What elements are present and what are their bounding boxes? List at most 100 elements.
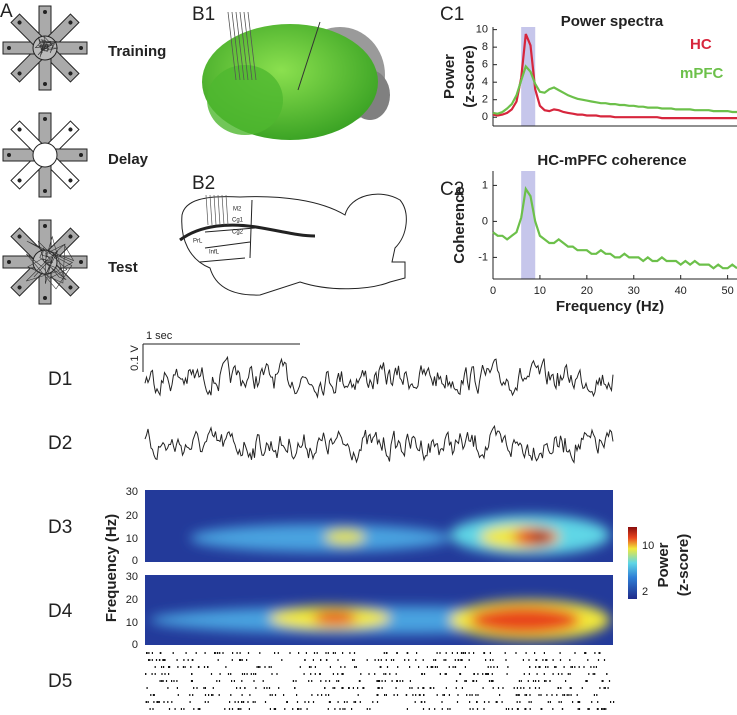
- spike: [543, 652, 545, 654]
- spike: [428, 708, 430, 710]
- spike: [204, 687, 206, 689]
- spike: [310, 666, 312, 668]
- spike: [225, 666, 227, 668]
- y-tick-label: 10: [126, 533, 138, 545]
- spike: [346, 701, 348, 703]
- spike: [259, 652, 261, 654]
- spike: [242, 701, 244, 703]
- spike: [447, 708, 449, 710]
- spike: [568, 694, 570, 696]
- y-tick-label: 0: [132, 555, 138, 567]
- spike: [352, 659, 354, 661]
- spike: [492, 659, 494, 661]
- spike: [559, 659, 562, 661]
- spike: [561, 673, 563, 675]
- spike: [269, 708, 271, 710]
- x-tick-label: 30: [628, 285, 640, 297]
- axis-label: (z-score): [461, 45, 478, 108]
- spike: [393, 659, 395, 661]
- spike: [517, 694, 519, 696]
- spike: [591, 701, 593, 703]
- food-well: [68, 178, 73, 183]
- trace: [144, 424, 614, 464]
- spike: [259, 666, 261, 668]
- spike: [563, 666, 565, 668]
- spike: [435, 659, 437, 661]
- spike: [376, 680, 378, 682]
- spike: [231, 708, 234, 710]
- spike: [502, 687, 504, 689]
- spike: [218, 694, 220, 696]
- spike: [416, 652, 418, 654]
- spike: [241, 659, 243, 661]
- spike: [169, 666, 171, 668]
- spike: [349, 652, 351, 654]
- spike: [216, 652, 218, 654]
- spike: [348, 687, 350, 689]
- spike: [253, 680, 255, 682]
- scale-label: 0.1 V: [129, 344, 141, 370]
- spike: [241, 673, 244, 675]
- spike: [530, 701, 532, 703]
- spike: [276, 673, 278, 675]
- spike: [164, 673, 166, 675]
- maze-arm: [10, 227, 45, 262]
- spike: [190, 666, 192, 668]
- spike: [529, 694, 531, 696]
- spike: [415, 694, 417, 696]
- spike: [152, 694, 154, 696]
- spike: [543, 673, 545, 675]
- spike: [546, 694, 548, 696]
- spike: [464, 666, 466, 668]
- spike: [411, 687, 413, 689]
- spike: [184, 666, 186, 668]
- spike: [434, 708, 436, 710]
- spike: [587, 708, 589, 710]
- spike: [145, 701, 147, 703]
- spike: [396, 680, 398, 682]
- spike: [277, 652, 279, 654]
- spike: [454, 666, 457, 668]
- spike: [151, 659, 153, 661]
- brain-3d: [202, 11, 390, 140]
- spike: [402, 680, 404, 682]
- spike: [161, 666, 163, 668]
- spike: [422, 687, 424, 689]
- spike: [476, 701, 478, 703]
- spike: [389, 673, 391, 675]
- panel-label: D5: [48, 671, 72, 692]
- colorbar-tick: 2: [642, 586, 648, 598]
- spike: [578, 708, 581, 710]
- spike: [535, 666, 537, 668]
- spike: [298, 708, 300, 710]
- spike: [189, 694, 191, 696]
- maze-label: Delay: [108, 151, 149, 168]
- spike: [163, 666, 165, 668]
- spike: [353, 652, 356, 654]
- spike: [339, 708, 341, 710]
- spike: [393, 694, 395, 696]
- spike: [562, 694, 564, 696]
- spike: [516, 708, 519, 710]
- spike: [487, 673, 489, 675]
- spike: [444, 673, 446, 675]
- spike: [496, 666, 498, 668]
- spike: [255, 687, 257, 689]
- spike: [515, 694, 517, 696]
- spike: [557, 687, 560, 689]
- spike: [561, 708, 563, 710]
- spike: [408, 659, 410, 661]
- spike: [459, 673, 462, 675]
- spike: [606, 673, 608, 675]
- series-line: [492, 64, 737, 115]
- spike: [151, 673, 153, 675]
- spike: [299, 666, 301, 668]
- spike: [422, 708, 425, 710]
- y-tick-label: 4: [482, 76, 488, 88]
- spike: [420, 701, 422, 703]
- spike: [581, 687, 583, 689]
- spike: [329, 701, 331, 703]
- spike: [515, 652, 517, 654]
- spike: [237, 708, 239, 710]
